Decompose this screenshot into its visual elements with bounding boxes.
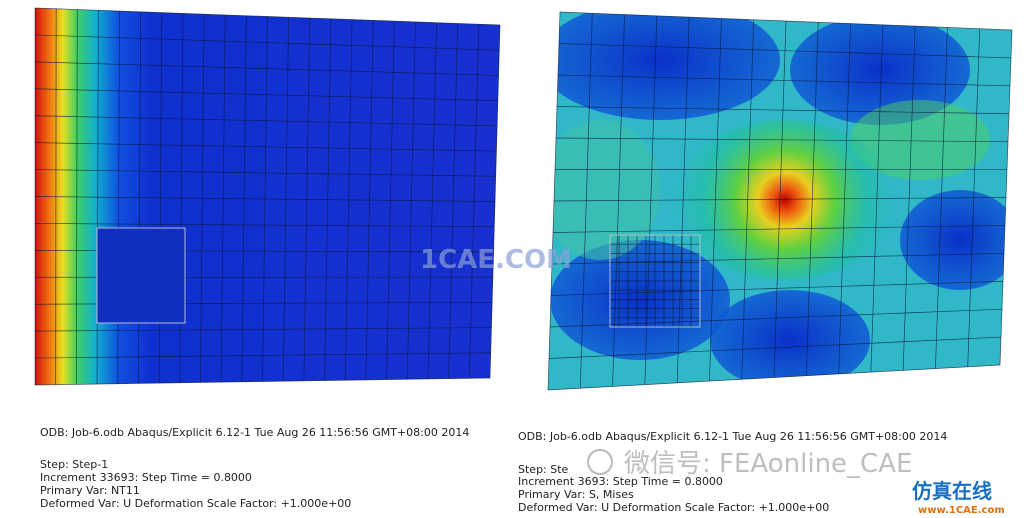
odb-info: ODB: Job-6.odb Abaqus/Explicit 6.12-1 Tu… xyxy=(40,426,469,439)
watermark: 1CAE.COM xyxy=(420,245,572,275)
thermal-contour xyxy=(35,8,500,385)
odb-info: ODB: Job-6.odb Abaqus/Explicit 6.12-1 Tu… xyxy=(518,430,947,443)
mesh-line xyxy=(558,43,1012,59)
mesh-line xyxy=(34,142,497,152)
mesh-line xyxy=(552,225,1006,233)
primary-var: Primary Var: S, Mises xyxy=(518,488,634,501)
deformed-var: Deformed Var: U Deformation Scale Factor… xyxy=(40,497,351,510)
watermark: 微信号: FEAonline_CAE xyxy=(624,449,912,479)
mesh-line xyxy=(557,74,1011,87)
mesh-line xyxy=(549,308,1003,328)
mesh-line xyxy=(34,169,496,177)
step-info: Step: Step-1 xyxy=(40,458,108,471)
increment-info: Increment 3693: Step Time = 0.8000 xyxy=(518,475,723,488)
mesh-line xyxy=(34,88,498,101)
mesh-line xyxy=(34,61,499,76)
mesh-line xyxy=(34,7,501,26)
url-watermark: www.1CAE.com xyxy=(918,505,1005,516)
mesh-line xyxy=(555,137,1009,143)
mesh-line xyxy=(547,364,1001,391)
mesh-line xyxy=(34,223,495,228)
deformed-var: Deformed Var: U Deformation Scale Factor… xyxy=(518,501,829,514)
primary-var: Primary Var: NT11 xyxy=(40,484,140,497)
mesh-line xyxy=(551,252,1005,265)
mesh-line xyxy=(34,327,492,332)
mesh-line xyxy=(34,377,491,386)
mesh-line xyxy=(553,197,1007,202)
mesh xyxy=(34,7,501,386)
mesh-line xyxy=(548,336,1002,359)
mesh-line xyxy=(556,106,1010,115)
mesh-line xyxy=(550,280,1004,296)
increment-info: Increment 33693: Step Time = 0.8000 xyxy=(40,471,252,484)
mesh-line xyxy=(34,352,491,359)
mesh-line xyxy=(559,11,1013,31)
mesh-line xyxy=(34,115,498,127)
wechat-icon xyxy=(587,449,613,475)
brand-watermark: 仿真在线 xyxy=(912,479,992,503)
refined-region xyxy=(96,227,186,324)
mesh-line xyxy=(34,34,500,51)
step-info: Step: Ste xyxy=(518,463,569,476)
mesh-line xyxy=(34,196,496,202)
refined-region xyxy=(609,234,701,328)
